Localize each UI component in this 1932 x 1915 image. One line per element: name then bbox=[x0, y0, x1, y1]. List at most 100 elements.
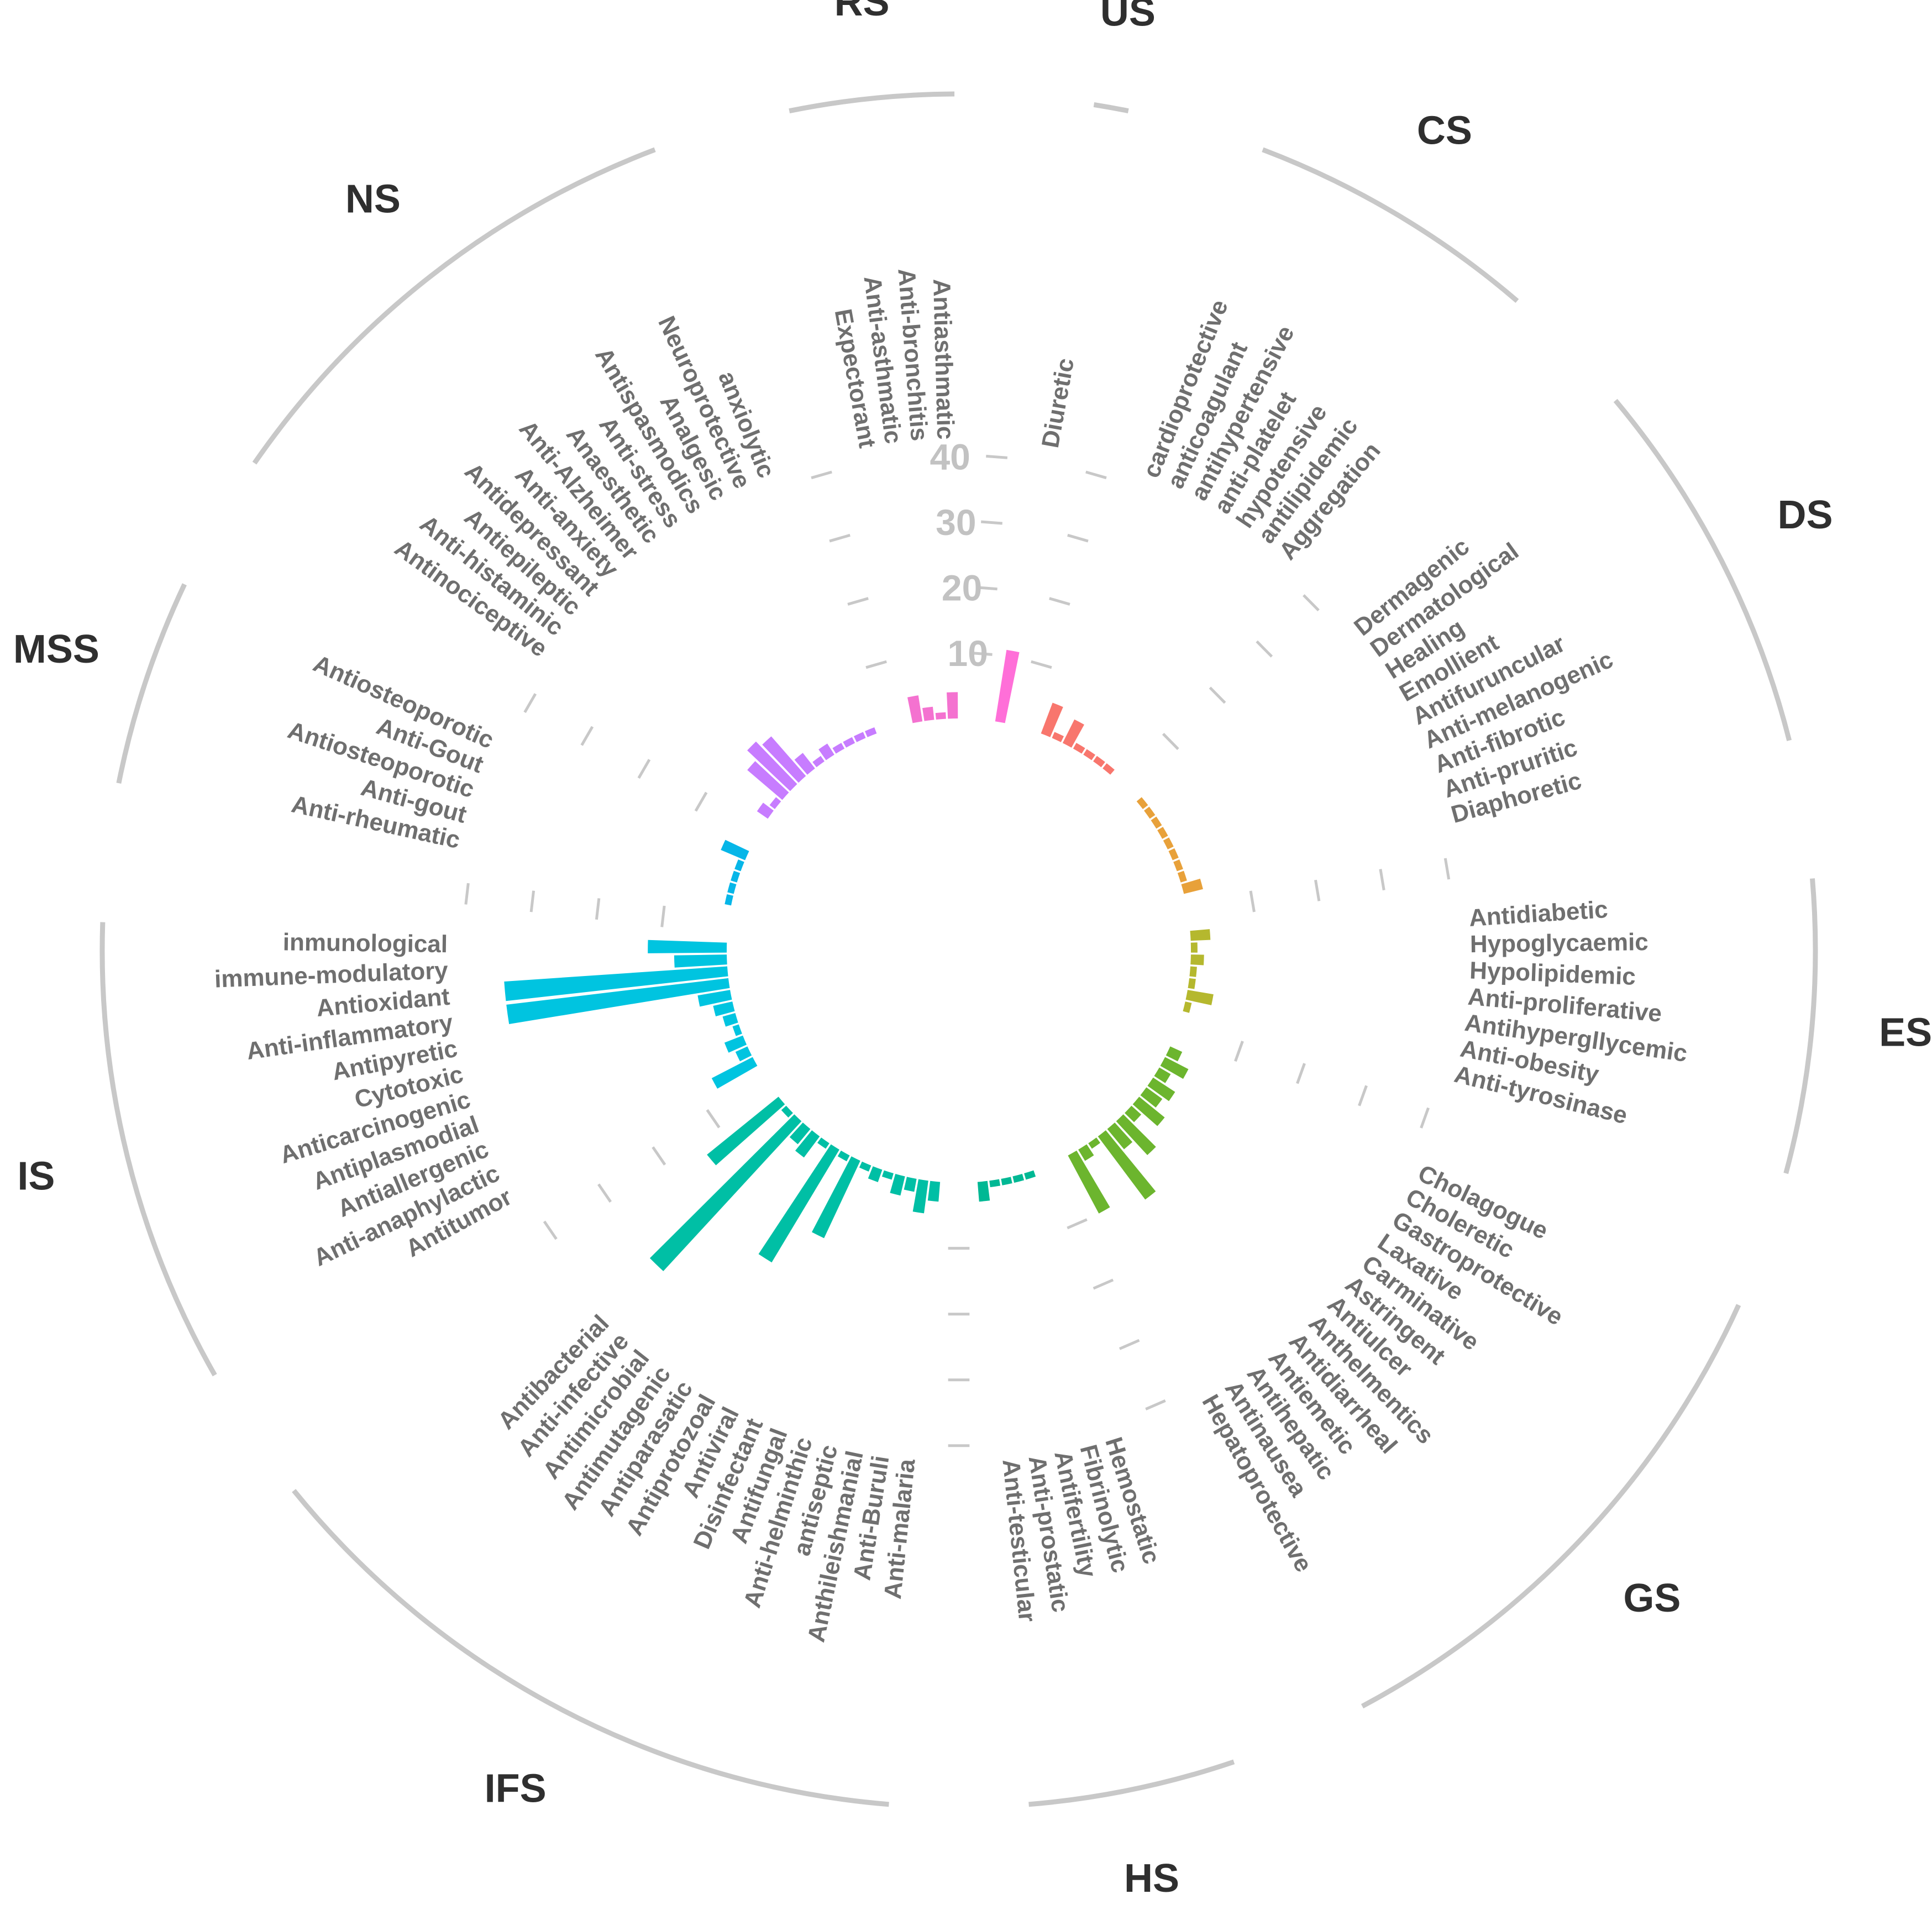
gridline-20 bbox=[1093, 1278, 1114, 1290]
bar-hs-hemostatic bbox=[1024, 1170, 1036, 1180]
item-label-diuretic: Diuretic bbox=[1037, 356, 1079, 450]
grid-layer bbox=[464, 454, 1451, 1447]
bar-es-hypolipidemic bbox=[1190, 954, 1204, 966]
bar-ifs-antibacterial bbox=[649, 1114, 802, 1272]
bar-ns-anti-alzheimer bbox=[794, 753, 815, 775]
bar-ns-anxiolytic bbox=[864, 727, 877, 737]
tick-label-20: 20 bbox=[942, 568, 982, 608]
bar-us-diuretic bbox=[995, 649, 1020, 723]
bar-ds-anti-fibrotic bbox=[1173, 859, 1183, 872]
group-arcs bbox=[99, 91, 1818, 1807]
gridline-30 bbox=[1067, 533, 1089, 543]
gridline-30 bbox=[580, 726, 594, 746]
group-labels: US CS DS ES GS HS IFS IS MSS NS RS bbox=[13, 0, 1932, 1901]
bar-ifs-item-15 bbox=[707, 1096, 785, 1166]
group-arc-cs bbox=[1262, 147, 1519, 303]
bar-ifs-antiseptic bbox=[890, 1174, 905, 1196]
gridline-30 bbox=[597, 1183, 612, 1203]
gridline-20 bbox=[847, 597, 869, 606]
gridline-40 bbox=[464, 883, 470, 905]
group-label-hs: HS bbox=[1124, 1856, 1179, 1901]
gridline-30 bbox=[1379, 869, 1385, 891]
bar-cs-anti-platelet bbox=[1073, 743, 1085, 754]
gridline-40 bbox=[1420, 1107, 1430, 1129]
bar-gs-laxative bbox=[1147, 1077, 1175, 1101]
gridline-20 bbox=[652, 1146, 666, 1166]
bar-ifs-antifungal bbox=[868, 1166, 883, 1182]
bar-rs-antiasthmatic bbox=[947, 692, 958, 719]
bar-gs-anthelmentics bbox=[1116, 1114, 1156, 1156]
bar-cs-hypotensive bbox=[1083, 749, 1096, 760]
bar-ns-analgesic bbox=[843, 737, 855, 748]
bar-cs-antihypertensive bbox=[1062, 719, 1084, 748]
bar-is-antiplasmodial bbox=[732, 1024, 742, 1036]
gridline-30 bbox=[980, 520, 1002, 525]
bar-ifs-anthileishmanial bbox=[904, 1177, 917, 1192]
bar-hs-fibrinolytic bbox=[1012, 1174, 1025, 1183]
item-label-hypoglycaemic: Hypoglycaemic bbox=[1470, 928, 1649, 958]
gridline-40 bbox=[811, 470, 832, 480]
gridline-40 bbox=[523, 693, 537, 713]
bar-is-anticarcinogenic bbox=[722, 1012, 738, 1027]
bar-ds-healing bbox=[1151, 816, 1162, 829]
group-label-is: IS bbox=[17, 1154, 55, 1198]
bar-ns-anti-anxiety bbox=[762, 736, 806, 783]
bar-is-antioxidant bbox=[504, 966, 728, 1001]
bar-mss-anti-gout bbox=[734, 859, 744, 872]
bar-is-immune-modulatory bbox=[674, 954, 727, 968]
bar-is-antipyretic bbox=[697, 990, 732, 1007]
bar-gs-gastroprotective bbox=[1154, 1067, 1171, 1083]
bar-ds-anti-pruritic bbox=[1177, 870, 1187, 883]
bar-rs-anti-bronchitis bbox=[935, 712, 946, 720]
gridline-30 bbox=[829, 533, 851, 543]
bar-gs-antihepatic bbox=[1088, 1137, 1101, 1149]
bar-es-antidiabetic bbox=[1190, 929, 1211, 941]
bar-ifs-disinfectant bbox=[859, 1161, 872, 1172]
bar-es-hypoglycaemic bbox=[1190, 942, 1198, 953]
bar-es-antihypergllycemic bbox=[1188, 978, 1196, 989]
group-arc-is bbox=[99, 922, 217, 1377]
bar-ds-dermatological bbox=[1144, 806, 1156, 819]
group-arc-ns bbox=[252, 147, 656, 465]
bar-ifs-anti-malaria bbox=[927, 1181, 941, 1202]
bar-is-anti-inflammatory bbox=[506, 978, 730, 1024]
bar-es-anti-obesity bbox=[1185, 990, 1214, 1005]
gridline-20 bbox=[1296, 1063, 1306, 1084]
gridline-20 bbox=[1049, 597, 1070, 606]
bar-gs-antiulcer bbox=[1125, 1105, 1142, 1122]
item-label-hypolipidemic: Hypolipidemic bbox=[1469, 957, 1636, 990]
bar-mss-anti-rheumatic bbox=[725, 894, 733, 906]
bar-is-antiallergenic bbox=[724, 1035, 747, 1053]
bar-ns-antinociceptive bbox=[757, 802, 774, 819]
bar-is-antitumor bbox=[711, 1057, 758, 1089]
bar-cs-cardioprotective bbox=[1041, 702, 1063, 737]
bar-ns-anti-stress bbox=[818, 743, 834, 760]
gridline-10 bbox=[1162, 733, 1179, 751]
tick-label-40: 40 bbox=[930, 437, 970, 478]
bar-ifs-antiprotozoal bbox=[837, 1150, 850, 1162]
bar-gs-cholagogue bbox=[1166, 1046, 1183, 1062]
gridline-40 bbox=[1085, 470, 1107, 480]
gridline-40 bbox=[1145, 1399, 1166, 1411]
bar-ns-antidepressant bbox=[747, 741, 797, 791]
gridline-10 bbox=[694, 791, 708, 812]
gridline-30 bbox=[529, 890, 536, 912]
gridline-20 bbox=[595, 898, 601, 920]
bar-gs-hepatoprotective bbox=[1068, 1150, 1110, 1214]
group-label-cs: CS bbox=[1417, 109, 1472, 153]
bar-cs-antilipidemic bbox=[1093, 755, 1105, 768]
group-label-ns: NS bbox=[345, 177, 401, 222]
bar-es-anti-tyrosinase bbox=[1183, 1001, 1192, 1013]
gridline-10 bbox=[1234, 1041, 1244, 1062]
gridline-10 bbox=[706, 1109, 721, 1129]
bar-ds-antifuruncular bbox=[1163, 837, 1174, 849]
item-label-antidiabetic: Antidiabetic bbox=[1468, 896, 1609, 932]
bar-ifs-anti-buruli bbox=[912, 1179, 928, 1214]
bar-is-cytotoxic bbox=[713, 1001, 735, 1016]
bar-ns-anaesthetic bbox=[812, 755, 825, 768]
bar-ds-emollient bbox=[1157, 827, 1168, 839]
group-arc-gs bbox=[1361, 1304, 1741, 1709]
gridline-10 bbox=[970, 651, 993, 656]
group-arc-es bbox=[1783, 878, 1818, 1174]
